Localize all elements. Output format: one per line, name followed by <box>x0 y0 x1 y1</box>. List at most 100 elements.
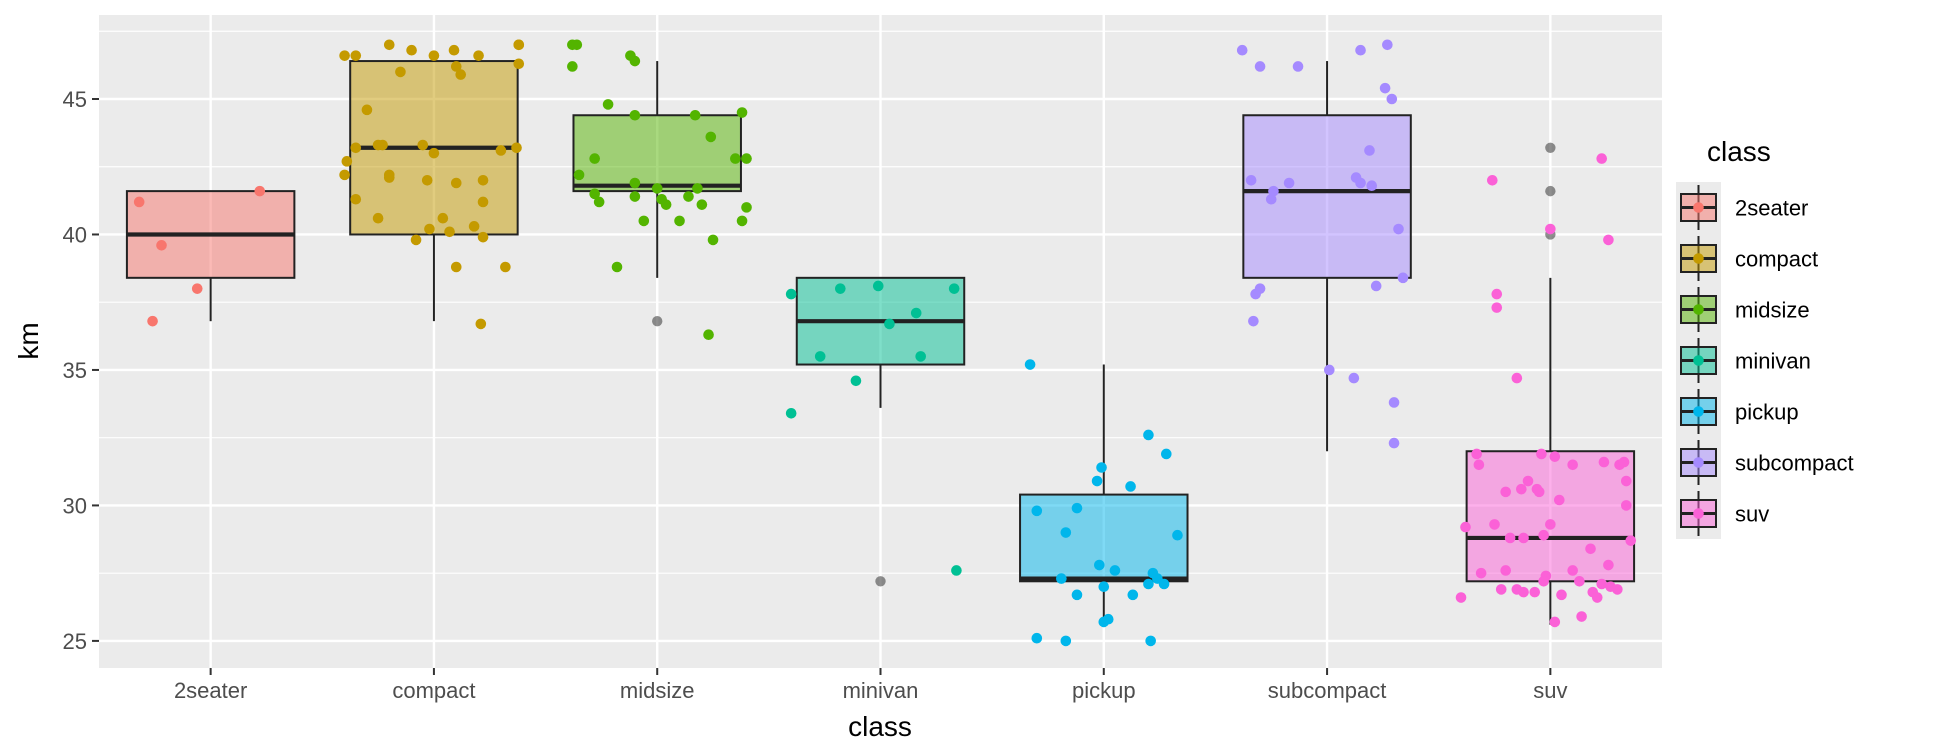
data-point-minivan <box>872 280 884 292</box>
data-point-midsize <box>567 39 578 51</box>
data-point-subcompact <box>1366 180 1378 192</box>
data-point-pickup <box>1024 359 1036 370</box>
data-point-midsize <box>629 191 641 202</box>
data-point-subcompact <box>1324 364 1335 376</box>
data-point-midsize <box>593 196 605 208</box>
data-point-suv <box>1585 543 1596 555</box>
box-body <box>1019 493 1189 583</box>
data-point-subcompact <box>1382 39 1393 51</box>
data-point-suv <box>1603 234 1614 246</box>
data-point-suv <box>1475 567 1487 579</box>
data-point-suv <box>1591 592 1603 603</box>
x-tick-label: midsize <box>620 678 695 703</box>
data-point-subcompact <box>1268 185 1279 197</box>
x-axis-title: class <box>848 711 912 742</box>
data-point-compact <box>350 142 362 154</box>
data-point-subcompact <box>1379 82 1391 94</box>
data-point-suv <box>1529 586 1541 598</box>
data-point-suv <box>1491 288 1503 300</box>
data-point-compact <box>500 261 511 273</box>
jitter-points-layer <box>133 39 1637 647</box>
data-point-midsize <box>573 169 585 181</box>
data-point-subcompact <box>1370 280 1382 292</box>
data-point-compact <box>377 139 388 151</box>
data-point-pickup <box>1060 635 1072 647</box>
legend-item-suv: suv <box>1680 491 1769 536</box>
data-point-midsize <box>696 199 708 210</box>
data-point-midsize <box>736 215 748 227</box>
data-point-suv <box>1538 529 1549 541</box>
data-point-pickup <box>1094 559 1105 571</box>
data-point-minivan <box>785 408 797 419</box>
legend-item-minivan: minivan <box>1680 338 1811 383</box>
legend-label: 2seater <box>1735 196 1808 221</box>
data-point-midsize <box>629 177 641 189</box>
data-point-compact <box>450 61 462 72</box>
x-tick-label: pickup <box>1072 678 1136 703</box>
data-point-midsize <box>602 99 614 110</box>
data-point-minivan <box>814 351 826 362</box>
data-point-pickup <box>1098 616 1110 628</box>
data-point-subcompact <box>1364 145 1375 156</box>
data-point-pickup <box>1161 448 1172 460</box>
data-point-2seater <box>191 283 203 294</box>
data-point-compact <box>395 66 406 78</box>
data-point-pickup <box>1056 573 1067 584</box>
data-point-pickup <box>1125 481 1136 492</box>
data-point-subcompact <box>1248 315 1259 327</box>
data-point-minivan <box>915 351 926 362</box>
legend-key-point <box>1693 406 1704 417</box>
data-point-suv <box>1489 519 1500 530</box>
y-tick-label: 35 <box>63 358 87 383</box>
data-point-suv <box>1518 532 1529 544</box>
data-point-subcompact <box>1292 61 1304 72</box>
y-tick-label: 40 <box>63 222 87 247</box>
data-point-midsize <box>660 199 672 210</box>
data-point-midsize <box>689 109 701 121</box>
data-point-pickup <box>1109 565 1121 576</box>
data-point-minivan <box>850 375 862 387</box>
legend-label: suv <box>1735 502 1769 527</box>
data-point-midsize <box>705 131 717 143</box>
data-point-compact <box>450 261 462 273</box>
data-point-suv <box>1500 565 1511 576</box>
data-point-compact <box>475 318 487 330</box>
data-point-compact <box>339 50 350 61</box>
data-point-suv <box>1495 584 1507 595</box>
data-point-midsize <box>730 153 741 164</box>
data-point-compact <box>437 212 449 224</box>
data-point-compact <box>455 69 467 80</box>
legend-label: subcompact <box>1735 451 1854 476</box>
data-point-2seater <box>147 315 158 327</box>
data-point-suv <box>1576 611 1587 622</box>
y-tick-label: 45 <box>63 87 87 112</box>
box-body <box>572 114 742 193</box>
data-point-suv <box>1500 486 1511 498</box>
data-point-compact <box>372 212 384 224</box>
data-point-subcompact <box>1265 193 1277 205</box>
data-point-suv <box>1574 575 1585 587</box>
data-point-suv <box>1538 575 1549 587</box>
data-point-compact <box>477 196 489 208</box>
data-point-pickup <box>1143 429 1154 441</box>
data-point-compact <box>448 44 460 56</box>
data-point-pickup <box>1071 589 1083 601</box>
data-point-compact <box>424 223 435 235</box>
data-point-midsize <box>703 329 714 341</box>
data-point-suv <box>1567 565 1578 576</box>
data-point-minivan <box>910 307 922 319</box>
legend-label: minivan <box>1735 349 1811 374</box>
data-point-suv <box>1516 483 1527 495</box>
data-point-pickup <box>1031 632 1043 644</box>
data-point-subcompact <box>1245 174 1257 186</box>
data-point-subcompact <box>1355 177 1366 189</box>
data-point-compact <box>350 193 362 205</box>
data-point-suv <box>1487 174 1498 186</box>
data-point-suv <box>1545 223 1556 235</box>
data-point-suv <box>1460 521 1471 533</box>
x-tick-label: suv <box>1533 678 1567 703</box>
legend-key-point <box>1693 304 1704 315</box>
legend-key-point <box>1693 508 1704 519</box>
data-point-compact <box>513 58 525 70</box>
